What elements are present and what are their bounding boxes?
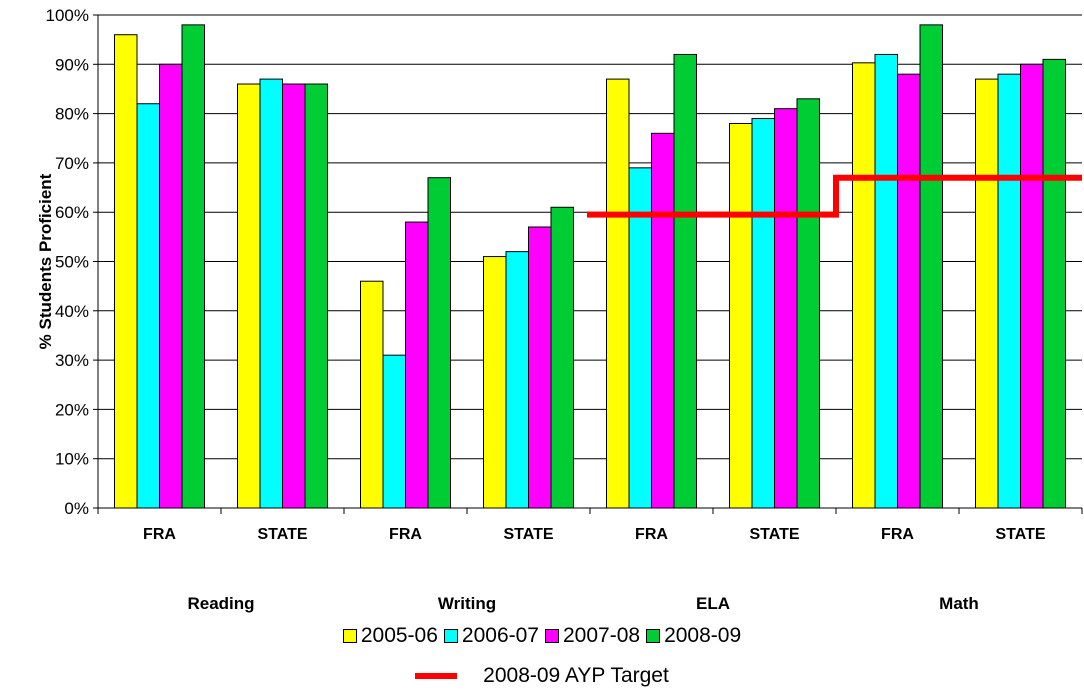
bar-2005-06-7 — [975, 78, 999, 509]
y-tick-label: 80% — [55, 105, 89, 124]
legend: 2005-06 2006-07 2007-08 2008-09 — [0, 624, 1084, 648]
legend-swatch-2006-07 — [443, 629, 458, 643]
y-tick-label: 70% — [55, 154, 89, 173]
bar-2008-09-3 — [550, 206, 574, 509]
bar-2007-08-7 — [1020, 63, 1044, 509]
bar-2008-09-4 — [673, 53, 697, 509]
y-tick-label: 60% — [55, 203, 89, 222]
bar-2008-09-5 — [796, 98, 820, 509]
bar-2006-07-4 — [628, 167, 652, 509]
bar-2007-08-0 — [159, 63, 183, 509]
target-line — [587, 174, 1082, 218]
bar-2007-08-5 — [774, 108, 798, 509]
legend-item-2006-07: 2006-07 — [443, 624, 539, 648]
group-label: Reading — [187, 594, 254, 613]
bar-2005-06-1 — [237, 83, 261, 509]
bar-2006-07-5 — [751, 118, 775, 509]
bar-2007-08-1 — [282, 83, 306, 509]
group-label: Math — [939, 594, 979, 613]
bar-2006-07-1 — [259, 78, 283, 509]
bar-2006-07-0 — [136, 103, 160, 509]
legend-label-2005-06: 2005-06 — [360, 624, 438, 647]
category-label: STATE — [995, 526, 1045, 543]
category-label: FRA — [143, 526, 176, 543]
legend-swatch-2005-06 — [342, 629, 357, 643]
bar-2007-08-3 — [528, 226, 552, 509]
bar-2008-09-7 — [1042, 58, 1066, 509]
legend-item-2007-08: 2007-08 — [545, 624, 640, 648]
bar-2006-07-3 — [505, 251, 529, 509]
y-tick-label: 40% — [55, 302, 89, 321]
category-label: FRA — [881, 526, 914, 543]
bar-2007-08-2 — [405, 221, 429, 509]
category-label: STATE — [749, 526, 799, 543]
y-tick-label: 50% — [55, 253, 89, 272]
category-label: FRA — [635, 526, 668, 543]
legend-swatch-2007-08 — [545, 629, 559, 643]
legend-label-target: 2008-09 AYP Target — [483, 664, 669, 687]
bar-2006-07-6 — [874, 53, 898, 509]
category-label: STATE — [257, 526, 307, 543]
legend-swatch-2008-09 — [646, 629, 661, 643]
legend-target: 2008-09 AYP Target — [0, 664, 1084, 688]
y-tick-label: 0% — [64, 499, 89, 518]
bar-2005-06-6 — [852, 62, 876, 509]
bar-2008-09-6 — [919, 24, 943, 509]
bar-2008-09-2 — [427, 177, 451, 509]
bar-2005-06-2 — [360, 280, 384, 509]
category-label: FRA — [389, 526, 422, 543]
y-tick-label: 20% — [55, 400, 89, 419]
group-label: Writing — [438, 594, 496, 613]
bar-2006-07-2 — [382, 354, 406, 509]
y-tick-label: 100% — [46, 6, 89, 25]
ayp-target-line — [587, 174, 1082, 218]
bar-2007-08-6 — [897, 73, 921, 509]
bar-2005-06-4 — [606, 78, 630, 509]
bar-2005-06-5 — [729, 122, 753, 509]
bar-2008-09-1 — [304, 83, 328, 509]
bar-2005-06-0 — [114, 34, 138, 509]
legend-label-2006-07: 2006-07 — [461, 624, 539, 647]
bars — [114, 24, 1066, 509]
group-label: ELA — [696, 594, 730, 613]
y-axis-title: % Students Proficient — [36, 173, 55, 349]
labels: 0% 10% 20% 30% 40% 50% 60% 70% 80% 90% 100% FRA STAT… — [36, 6, 1046, 613]
category-label: STATE — [503, 526, 553, 543]
legend-swatch-target — [415, 673, 458, 679]
axes — [93, 14, 1083, 514]
legend-item-2005-06: 2005-06 — [342, 624, 438, 648]
y-tick-label: 90% — [55, 55, 89, 74]
legend-label-2007-08: 2007-08 — [563, 624, 641, 647]
legend-item-2008-09: 2008-09 — [646, 624, 741, 648]
bar-2006-07-7 — [997, 73, 1021, 509]
y-tick-label: 10% — [55, 450, 89, 469]
y-tick-label: 30% — [55, 351, 89, 370]
bar-2007-08-4 — [651, 132, 675, 509]
bar-2005-06-3 — [483, 256, 507, 509]
legend-label-2008-09: 2008-09 — [664, 624, 742, 647]
bar-2008-09-0 — [181, 24, 205, 509]
